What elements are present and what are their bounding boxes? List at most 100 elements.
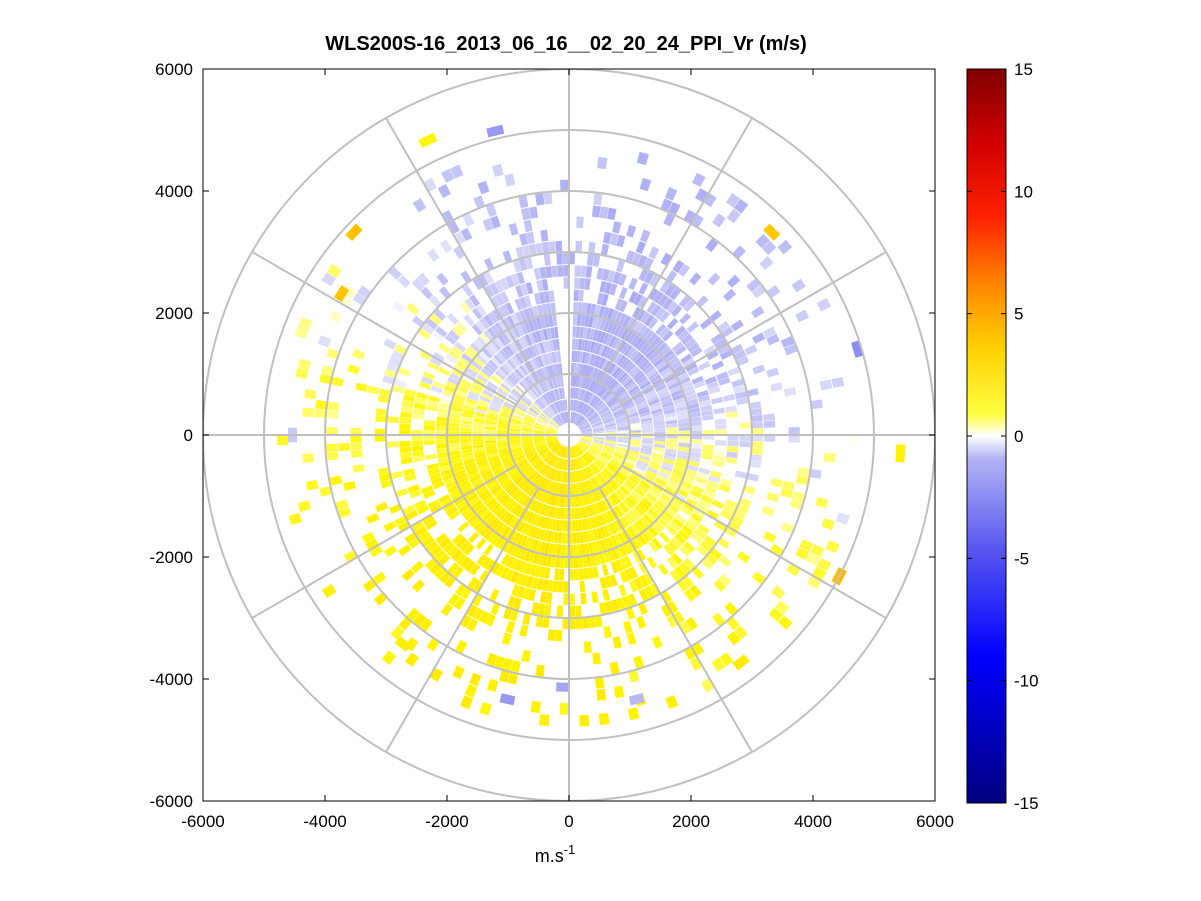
range-gate-cell bbox=[505, 620, 516, 634]
range-gate-cell bbox=[466, 493, 478, 503]
range-gate-cell bbox=[537, 489, 545, 501]
range-gate-cell bbox=[464, 462, 477, 469]
range-gate-cell bbox=[456, 476, 469, 485]
range-gate-cell bbox=[473, 502, 485, 513]
range-gate-cell bbox=[520, 480, 530, 491]
range-gate-cell bbox=[490, 375, 502, 385]
range-gate-cell bbox=[552, 543, 558, 556]
range-gate-cell bbox=[499, 385, 510, 395]
range-gate-cell bbox=[590, 463, 599, 474]
range-gate-cell bbox=[502, 457, 514, 465]
range-gate-cell bbox=[517, 492, 526, 504]
range-gate-cell bbox=[626, 453, 638, 460]
range-gate-cell bbox=[610, 535, 619, 548]
range-gate-cell bbox=[590, 417, 601, 425]
range-gate-cell bbox=[321, 365, 335, 376]
range-gate-cell bbox=[656, 342, 668, 354]
range-gate-cell bbox=[535, 461, 545, 471]
range-gate-cell bbox=[540, 464, 549, 475]
range-gate-cell bbox=[649, 461, 661, 468]
range-gate-cell bbox=[616, 420, 628, 425]
range-gate-cell bbox=[751, 441, 764, 449]
range-gate-cell bbox=[572, 387, 576, 399]
range-gate-cell bbox=[642, 437, 654, 441]
range-gate-cell bbox=[665, 445, 678, 450]
range-gate-cell bbox=[485, 442, 497, 447]
range-gate-cell bbox=[530, 456, 541, 465]
range-gate-cell bbox=[599, 331, 607, 344]
range-gate-cell bbox=[528, 389, 538, 399]
range-gate-cell bbox=[553, 326, 559, 339]
range-gate-cell bbox=[448, 446, 461, 452]
range-gate-cell bbox=[542, 491, 549, 503]
range-gate-cell bbox=[614, 412, 626, 419]
range-gate-cell bbox=[502, 480, 513, 490]
range-gate-cell bbox=[599, 387, 608, 398]
range-gate-cell bbox=[497, 445, 510, 451]
range-gate-cell bbox=[524, 295, 532, 308]
range-gate-cell bbox=[569, 569, 575, 581]
range-gate-cell bbox=[500, 304, 510, 317]
range-gate-cell bbox=[304, 389, 317, 400]
range-gate-cell bbox=[543, 466, 551, 477]
range-gate-cell bbox=[411, 560, 424, 574]
range-gate-cell bbox=[601, 485, 610, 497]
range-gate-cell bbox=[616, 489, 626, 500]
range-gate-cell bbox=[603, 420, 615, 425]
range-gate-cell bbox=[531, 577, 539, 590]
polar-spoke bbox=[598, 117, 753, 383]
range-gate-cell bbox=[639, 480, 651, 489]
range-gate-cell bbox=[582, 390, 589, 402]
range-gate-cell bbox=[713, 407, 726, 415]
range-gate-cell bbox=[646, 556, 658, 569]
range-gate-cell bbox=[671, 552, 683, 565]
range-gate-cell bbox=[632, 370, 643, 380]
range-gate-cell bbox=[562, 520, 567, 532]
range-gate-cell bbox=[724, 601, 738, 616]
range-gate-cell bbox=[541, 411, 551, 420]
range-gate-cell bbox=[430, 476, 443, 485]
x-axis: -6000 -4000 -2000 0 2000 4000 6000 bbox=[181, 69, 954, 831]
range-gate-cell bbox=[623, 482, 634, 492]
range-gate-cell bbox=[325, 426, 338, 435]
range-gate-cell bbox=[562, 252, 569, 265]
range-gate-cell bbox=[592, 566, 600, 579]
range-gate-cell bbox=[536, 445, 548, 452]
range-gate-cell bbox=[499, 693, 516, 706]
range-gate-cell bbox=[726, 274, 741, 288]
range-gate-cell bbox=[490, 295, 501, 309]
range-gate-cell bbox=[460, 378, 472, 387]
range-gate-cell bbox=[544, 542, 550, 555]
range-gate-cell bbox=[564, 459, 567, 471]
range-gate-cell bbox=[437, 412, 449, 419]
range-gate-cell bbox=[771, 585, 786, 600]
range-gate-cell bbox=[487, 311, 498, 324]
range-gate-cell bbox=[658, 326, 670, 339]
range-gate-cell bbox=[485, 204, 497, 218]
x-tick-label: -6000 bbox=[181, 812, 224, 831]
range-gate-cell bbox=[569, 605, 576, 618]
range-gate-cell bbox=[637, 295, 648, 309]
range-gate-cell bbox=[763, 531, 777, 544]
range-gate-cell bbox=[569, 532, 573, 544]
range-gate-cell bbox=[416, 504, 429, 515]
range-gate-cell bbox=[766, 367, 780, 378]
range-gate-cell bbox=[533, 436, 545, 439]
range-gate-cell bbox=[626, 496, 637, 507]
range-gate-cell bbox=[434, 566, 447, 580]
range-gate-cell bbox=[591, 420, 603, 427]
range-gate-cell bbox=[619, 356, 629, 368]
range-gate-cell bbox=[479, 333, 491, 345]
range-gate-cell bbox=[614, 450, 627, 456]
range-gate-cell bbox=[451, 325, 464, 338]
range-gate-cell bbox=[610, 403, 621, 411]
range-gate-cell bbox=[595, 317, 603, 330]
range-gate-cell bbox=[546, 438, 558, 444]
range-gate-cell bbox=[436, 421, 448, 427]
range-gate-cell bbox=[588, 413, 599, 422]
range-gate-cell bbox=[659, 310, 671, 323]
range-gate-cell bbox=[592, 426, 604, 431]
range-gate-cell bbox=[558, 363, 563, 375]
range-gate-cell bbox=[750, 414, 763, 422]
range-gate-cell bbox=[655, 307, 666, 320]
